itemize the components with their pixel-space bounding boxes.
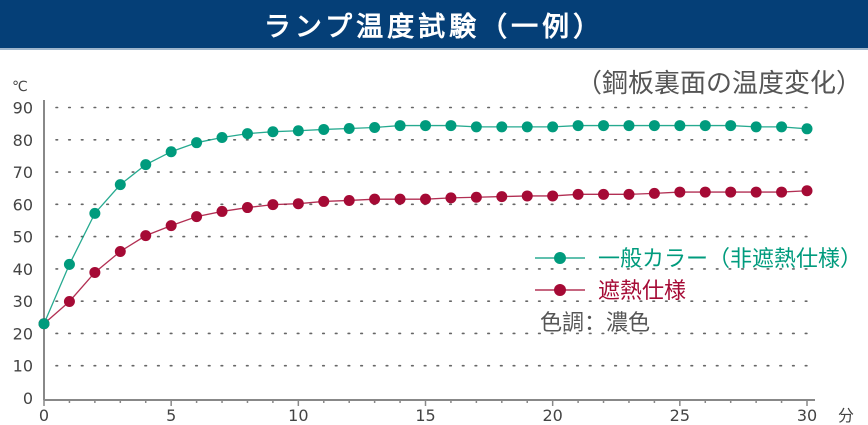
y-tick-label: 40 [13,260,33,279]
x-axis-unit: 分 [838,406,854,425]
data-point [63,258,75,270]
data-point [38,318,50,330]
data-point [623,188,635,200]
data-point [598,188,610,200]
data-point [394,193,406,205]
data-point [648,120,660,132]
y-axis-unit: ℃ [12,79,28,95]
data-point [572,188,584,200]
legend-label: 一般カラー（非遮熱仕様） [598,247,862,272]
series-line [43,124,808,325]
data-point [725,120,737,132]
data-point [89,207,101,219]
data-point [496,121,508,133]
chart-subtitle: （鋼板裏面の温度変化） [576,69,862,99]
x-tick-label: 30 [797,406,817,425]
data-point [369,193,381,205]
data-point [318,195,330,207]
data-point [445,120,457,132]
data-point [623,120,635,132]
data-point [267,126,279,138]
x-tick-label: 10 [288,406,308,425]
data-point [140,230,152,242]
legend-label: 遮熱仕様 [598,279,686,304]
x-tick-label: 20 [542,406,562,425]
data-point [674,120,686,132]
y-tick-label: 30 [13,292,33,311]
x-tick-label: 25 [670,406,690,425]
data-point [267,199,279,211]
data-point [547,121,559,133]
data-point [343,122,355,134]
y-tick-label: 10 [13,357,33,376]
data-point [394,120,406,132]
data-point [521,121,533,133]
data-point [445,192,457,204]
data-point [420,120,431,132]
data-point [725,186,737,198]
data-point [114,245,126,257]
data-point [674,186,686,198]
data-point [521,190,533,202]
data-point [191,137,203,149]
data-point [89,266,101,278]
data-point [750,186,762,198]
data-point [420,193,431,205]
data-point [699,120,711,132]
x-tick-label: 0 [39,406,49,425]
data-point [801,185,813,197]
data-point [191,211,203,223]
data-point [598,120,610,132]
data-point [63,295,75,307]
y-tick-label: 60 [13,195,33,214]
series-0 [38,120,813,330]
data-point [699,186,711,198]
data-point [572,120,584,132]
y-tick-label: 70 [13,163,33,182]
y-tick-label: 50 [13,228,33,247]
data-point [776,121,788,133]
title-bar: ランプ温度試験（一例） [0,0,868,50]
data-point [241,128,253,140]
data-point [648,187,660,199]
chart-title: ランプ温度試験（一例） [263,11,605,43]
data-point [140,159,152,171]
data-point [216,132,228,144]
data-point [216,205,228,217]
data-point [165,220,177,232]
data-point [470,121,482,133]
y-tick-label: 80 [13,131,33,150]
y-tick-label: 0 [23,389,33,408]
legend-marker [554,252,566,264]
data-point [776,186,788,198]
data-point [318,123,330,135]
data-point [343,194,355,206]
y-tick-label: 20 [13,324,33,343]
data-point [292,198,304,210]
data-point [801,123,813,135]
y-tick-label: 90 [13,99,33,118]
data-point [750,121,762,133]
data-point [114,179,126,191]
x-tick-label: 5 [166,406,176,425]
data-point [470,191,482,203]
x-tick-label: 15 [415,406,435,425]
data-point [165,146,177,158]
legend-marker [554,284,566,296]
data-point [547,190,559,202]
data-point [292,125,304,137]
data-point [241,202,253,214]
data-point [369,122,381,134]
data-point [496,191,508,203]
legend-note: 色調：濃色 [540,311,650,336]
